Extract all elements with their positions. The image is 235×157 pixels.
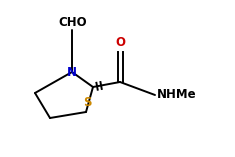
Text: NHMe: NHMe — [157, 89, 197, 101]
Text: CHO: CHO — [59, 16, 87, 29]
Text: S: S — [83, 97, 91, 109]
Text: O: O — [115, 36, 125, 49]
Text: N: N — [67, 65, 77, 78]
